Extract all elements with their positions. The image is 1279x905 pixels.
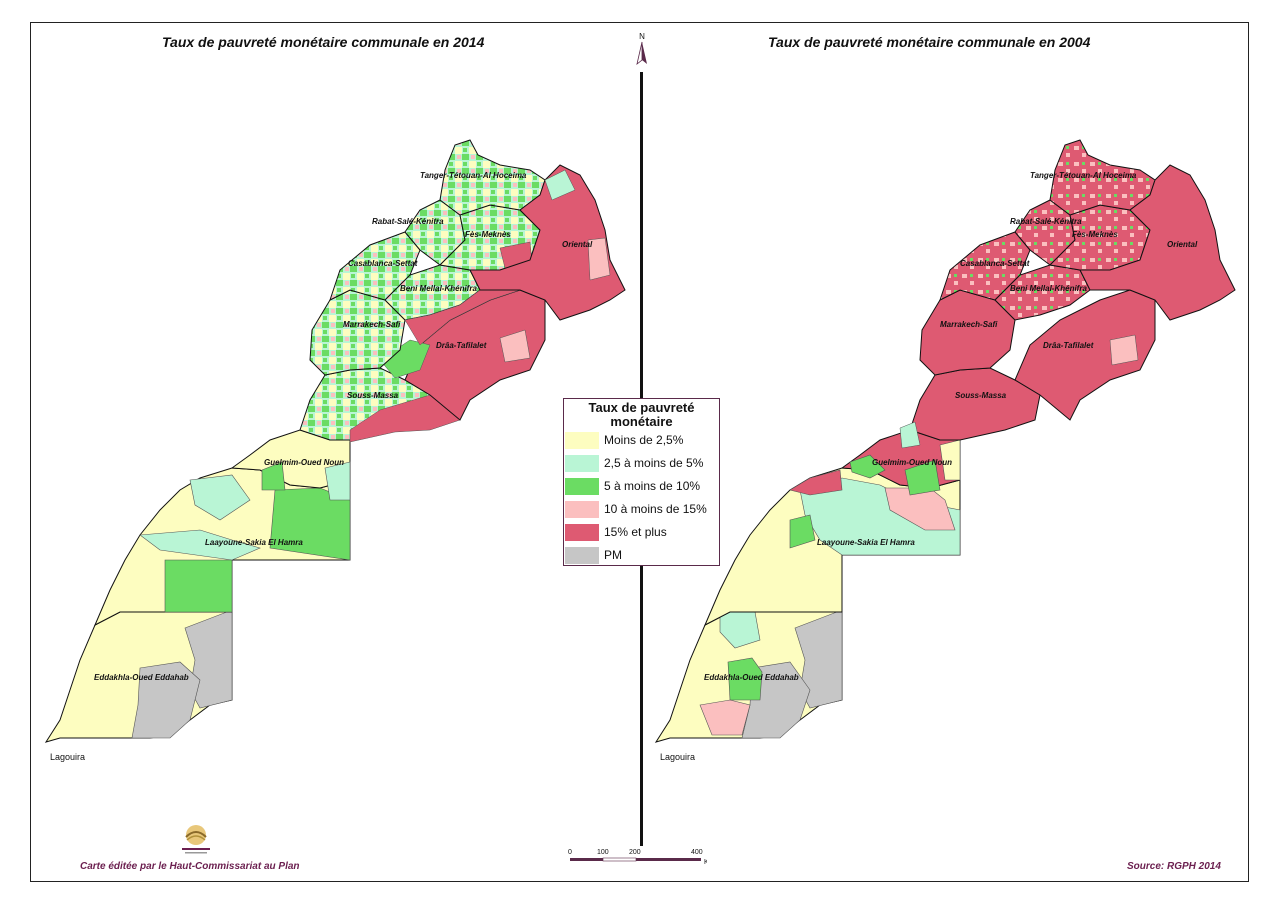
- label-laayoune-2014: Laayoune-Sakia El Hamra: [205, 538, 303, 547]
- guelmim-mint-2014: [324, 461, 351, 501]
- label-draa-2014: Drâa-Tafilalet: [436, 341, 487, 350]
- souss-red-2014: [349, 394, 461, 443]
- label-dakhla-2004: Eddakhla-Oued Eddahab: [704, 673, 799, 682]
- guelmim-yellow-2004: [939, 439, 961, 481]
- hcp-logo-icon: [182, 825, 210, 854]
- label-marrakech-2004: Marrakech-Safi: [940, 320, 998, 329]
- oriental-green-2014: [544, 169, 576, 201]
- label-benimellal-2014: Beni Mellal-Khénifra: [400, 284, 477, 293]
- legend-label: PM: [604, 548, 622, 562]
- oriental-region-2014: [469, 164, 626, 321]
- legend-title: Taux de pauvreté monétaire: [588, 400, 695, 429]
- laayoune-red-2004: [789, 469, 843, 496]
- legend-item: PM: [564, 545, 719, 565]
- laayoune-green2-2014: [269, 487, 351, 561]
- guelmim-green-2014: [261, 461, 286, 491]
- draa-pink-2014: [499, 329, 531, 363]
- legend-label: Moins de 2,5%: [604, 433, 684, 447]
- legend-label: 10 à moins de 15%: [604, 502, 707, 516]
- label-tanger-2014: Tanger-Tétouan-Al Hoceima: [420, 171, 527, 180]
- dakhla-pm2-2014: [131, 661, 201, 739]
- legend-swatch: [565, 524, 599, 541]
- legend-item: 15% et plus: [564, 522, 719, 542]
- label-guelmim-2004: Guelmim-Oued Noun: [872, 458, 952, 467]
- oriental-pink-2014: [587, 237, 611, 281]
- draa-green-2014: [379, 339, 431, 379]
- label-souss-2004: Souss-Massa: [955, 391, 1007, 400]
- guelmim-green2-2004: [904, 459, 941, 496]
- laayoune-mint-2014: [189, 474, 251, 521]
- label-lagouira-2014: Lagouira: [50, 752, 85, 762]
- legend-item: 2,5 à moins de 5%: [564, 453, 719, 473]
- laayoune-green-2014: [164, 559, 233, 613]
- label-guelmim-2014: Guelmim-Oued Noun: [264, 458, 344, 467]
- dakhla-green-2004: [727, 657, 763, 701]
- label-draa-2004: Drâa-Tafilalet: [1043, 341, 1094, 350]
- draa-region-2004: [1014, 289, 1156, 421]
- label-lagouira-2004: Lagouira: [660, 752, 695, 762]
- north-arrow-icon: N: [636, 32, 647, 66]
- oriental-region-2004: [1079, 164, 1236, 321]
- legend-item: 5 à moins de 10%: [564, 476, 719, 496]
- label-fes-2004: Fès-Meknès: [1072, 230, 1118, 239]
- legend-swatch: [565, 501, 599, 518]
- scale-unit: Km: [704, 859, 707, 866]
- footer-credit: Carte éditée par le Haut-Commissariat au…: [80, 861, 300, 872]
- right-map-title: Taux de pauvreté monétaire communale en …: [768, 34, 1091, 50]
- label-casablanca-2014: Casablanca-Settat: [348, 259, 418, 268]
- label-fes-2014: Fès-Meknès: [465, 230, 511, 239]
- legend-label: 15% et plus: [604, 525, 667, 539]
- scale-tick-label: 0: [568, 849, 572, 856]
- label-oriental-2014: Oriental: [562, 240, 593, 249]
- label-laayoune-2004: Laayoune-Sakia El Hamra: [817, 538, 915, 547]
- label-marrakech-2014: Marrakech-Safi: [343, 320, 401, 329]
- label-dakhla-2014: Eddakhla-Oued Eddahab: [94, 673, 189, 682]
- label-oriental-2004: Oriental: [1167, 240, 1198, 249]
- legend-label: 2,5 à moins de 5%: [604, 456, 704, 470]
- guelmim-green-2004: [849, 454, 886, 479]
- draa-pink-2004: [1109, 334, 1139, 366]
- laayoune-green-2004: [789, 514, 816, 549]
- label-souss-2014: Souss-Massa: [347, 391, 399, 400]
- legend-item: 10 à moins de 15%: [564, 499, 719, 519]
- label-benimellal-2004: Beni Mellal-Khénifra: [1010, 284, 1087, 293]
- legend-swatch: [565, 478, 599, 495]
- map-frame: [30, 22, 1249, 882]
- map-2004: Tanger-Tétouan-Al Hoceima Rabat-Salé-Kén…: [654, 139, 1236, 762]
- map-2014: Tanger-Tétouan-Al Hoceima Rabat-Salé-Kén…: [44, 139, 626, 762]
- legend-swatch: [565, 455, 599, 472]
- legend-label: 5 à moins de 10%: [604, 479, 701, 493]
- legend-swatch: [565, 432, 599, 449]
- left-map-title: Taux de pauvreté monétaire communale en …: [162, 34, 485, 50]
- legend-swatch: [565, 547, 599, 564]
- label-rabat-2004: Rabat-Salé-Kénitra: [1010, 217, 1082, 226]
- label-casablanca-2004: Casablanca-Settat: [960, 259, 1030, 268]
- label-rabat-2014: Rabat-Salé-Kénitra: [372, 217, 444, 226]
- north-label: N: [639, 32, 645, 41]
- souss-mint-2004: [899, 421, 921, 449]
- tanger-region-2004: [1049, 139, 1156, 216]
- scale-bar: 0 100 200 400 Km: [568, 849, 707, 866]
- tanger-region-2014: [439, 139, 546, 216]
- scale-tick-label: 200: [629, 849, 641, 856]
- scale-tick-label: 100: [597, 849, 609, 856]
- dakhla-pink-2004: [699, 699, 751, 736]
- map-legend: Taux de pauvreté monétaire Moins de 2,5%…: [563, 398, 720, 566]
- footer-source: Source: RGPH 2014: [1127, 861, 1221, 872]
- scale-tick-label: 400: [691, 849, 703, 856]
- label-tanger-2004: Tanger-Tétouan-Al Hoceima: [1030, 171, 1137, 180]
- legend-item: Moins de 2,5%: [564, 430, 719, 450]
- laayoune-mint2-2014: [139, 529, 261, 561]
